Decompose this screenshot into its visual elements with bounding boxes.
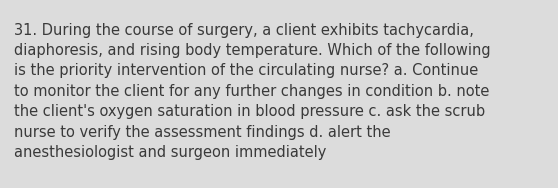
Text: 31. During the course of surgery, a client exhibits tachycardia,
diaphoresis, an: 31. During the course of surgery, a clie…	[14, 23, 490, 160]
